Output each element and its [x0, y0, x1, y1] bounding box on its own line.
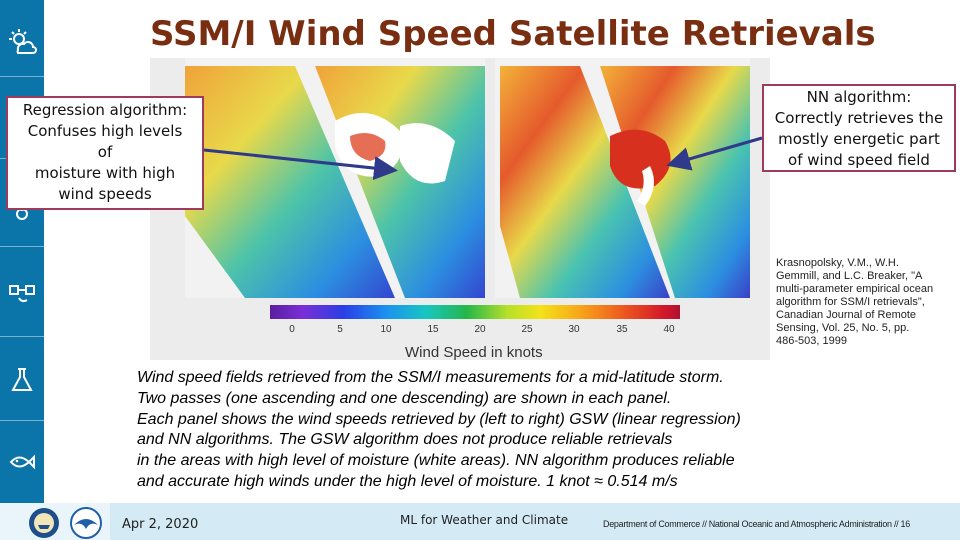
- footer-logos: [0, 503, 110, 540]
- nn-retrieval-panel: [500, 66, 750, 298]
- callout-nn: NN algorithm: Correctly retrieves the mo…: [762, 84, 956, 172]
- colorbar-tick: 20: [474, 324, 486, 335]
- commerce-seal-icon: [29, 508, 59, 538]
- sidebar: [0, 0, 44, 503]
- citation: Krasnopolsky, V.M., W.H. Gemmill, and L.…: [776, 257, 954, 348]
- flask-icon: [11, 368, 33, 391]
- callout-regression: Regression algorithm: Confuses high leve…: [6, 96, 204, 210]
- colorbar-tick: 30: [568, 324, 580, 335]
- sun-cloud-icon: [9, 29, 37, 54]
- colorbar-tick: 5: [337, 324, 343, 335]
- callout-line: Regression algorithm:: [22, 101, 188, 119]
- callout-line: NN algorithm:: [806, 88, 912, 106]
- page-title: SSM/I Wind Speed Satellite Retrievals: [150, 14, 876, 54]
- footer-agency: Department of Commerce // National Ocean…: [603, 519, 910, 529]
- callout-line: moisture with high: [34, 164, 176, 182]
- colorbar-tick: 15: [427, 324, 439, 335]
- citation-line: Sensing, Vol. 25, No. 5, pp.: [776, 322, 910, 334]
- gsw-retrieval-panel: [185, 66, 485, 298]
- colorbar: [270, 305, 680, 319]
- figure-caption: Wind speed fields retrieved from the SSM…: [137, 368, 837, 493]
- citation-line: Krasnopolsky, V.M., W.H.: [776, 257, 899, 269]
- caption-line: in the areas with high level of moisture…: [137, 452, 735, 470]
- colorbar-tick: 40: [663, 324, 675, 335]
- caption-line: and accurate high winds under the high l…: [137, 472, 678, 490]
- fish-icon: [9, 454, 35, 470]
- citation-line: Canadian Journal of Remote: [776, 309, 917, 321]
- noaa-logo-icon: [70, 507, 102, 539]
- callout-line: Confuses high levels: [27, 122, 183, 140]
- colorbar-tick: 10: [380, 324, 392, 335]
- footer-title: ML for Weather and Climate: [400, 513, 569, 527]
- callout-line: Correctly retrieves the: [774, 109, 944, 127]
- caption-line: Wind speed fields retrieved from the SSM…: [137, 369, 724, 386]
- caption-line: and NN algorithms. The GSW algorithm doe…: [137, 431, 673, 449]
- caption-line: Each panel shows the wind speeds retriev…: [137, 410, 741, 428]
- callout-line: mostly energetic part: [778, 130, 940, 148]
- footer: Apr 2, 2020 ML for Weather and Climate D…: [0, 503, 960, 540]
- citation-line: Gemmill, and L.C. Breaker, "A: [776, 270, 923, 282]
- footer-date: Apr 2, 2020: [122, 517, 199, 532]
- wind-speed-figure: 0 5 10 15 20 25 30 35 40 Wind Speed in k…: [150, 58, 770, 361]
- callout-line: of wind speed field: [788, 151, 930, 169]
- citation-line: 486-503, 1999: [776, 335, 847, 347]
- satellite-icon: [9, 285, 35, 303]
- colorbar-tick: 35: [616, 324, 628, 335]
- callout-line: of: [97, 143, 113, 161]
- colorbar-tick: 25: [521, 324, 533, 335]
- callout-line: wind speeds: [58, 185, 152, 203]
- citation-line: multi-parameter empirical ocean: [776, 283, 934, 295]
- citation-line: algorithm for SSM/I retrievals",: [776, 296, 925, 308]
- colorbar-tick: 0: [289, 324, 295, 335]
- colorbar-label: Wind Speed in knots: [405, 344, 543, 361]
- caption-line: Two passes (one ascending and one descen…: [137, 389, 672, 407]
